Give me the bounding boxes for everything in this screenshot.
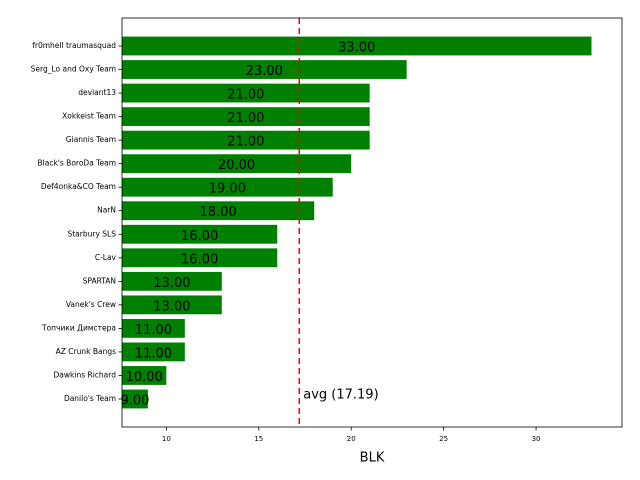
y-tick-label: Dawkins Richard <box>54 370 117 379</box>
bar <box>122 130 370 150</box>
bar <box>122 201 315 221</box>
value-label: 20.00 <box>218 158 255 173</box>
bar <box>122 248 278 268</box>
avg-label: avg (17.19) <box>303 388 378 403</box>
bar <box>122 107 370 127</box>
y-tick-label: SPARTAN <box>83 276 116 285</box>
x-tick-label: 15 <box>254 435 263 443</box>
value-label: 13.00 <box>153 276 190 291</box>
value-label: 13.00 <box>153 299 190 314</box>
y-tick-label: Giannis Team <box>66 135 116 144</box>
value-label: 10.00 <box>126 370 163 385</box>
bar <box>122 271 222 291</box>
y-tick-label: Топчики Димстера <box>41 323 116 332</box>
bar <box>122 83 370 103</box>
value-label: 11.00 <box>135 323 172 338</box>
value-label: 16.00 <box>181 252 218 267</box>
value-label: 18.00 <box>200 205 237 220</box>
x-tick-label: 20 <box>347 435 356 443</box>
value-label: 23.00 <box>246 64 283 79</box>
value-label: 33.00 <box>338 41 375 56</box>
x-tick-label: 25 <box>439 435 448 443</box>
value-label: 9.00 <box>120 394 149 409</box>
value-label: 21.00 <box>227 111 264 126</box>
value-label: 19.00 <box>209 182 246 197</box>
y-tick-label: deviant13 <box>78 88 116 97</box>
y-tick-label: Black's BoroDa Team <box>38 159 116 168</box>
bar <box>122 60 407 79</box>
bar <box>122 318 185 338</box>
y-tick-label: Danilo's Team <box>64 394 116 403</box>
bar <box>122 177 333 197</box>
y-tick-label: Xokkeist Team <box>62 112 116 121</box>
value-label: 16.00 <box>181 229 218 244</box>
y-tick-label: Starbury SLS <box>67 229 116 238</box>
bar <box>122 36 592 56</box>
x-tick-label: 10 <box>162 435 171 443</box>
y-tick-label: NarN <box>97 206 116 215</box>
bar <box>122 154 352 174</box>
y-tick-label: Serg_Lo and Oxy Team <box>31 65 116 74</box>
bar <box>122 224 278 244</box>
y-tick-label: C-Lav <box>95 253 117 262</box>
bar <box>122 295 222 315</box>
value-label: 11.00 <box>135 346 172 361</box>
value-label: 21.00 <box>227 88 264 103</box>
bar <box>122 389 148 409</box>
bar <box>122 342 185 362</box>
x-axis-label: BLK <box>360 451 385 466</box>
y-tick-label: Def4onka&CO Team <box>41 182 116 191</box>
x-tick-label: 30 <box>532 435 541 443</box>
bar <box>122 366 167 385</box>
y-tick-label: Vanek's Crew <box>66 300 116 309</box>
value-label: 21.00 <box>227 135 264 150</box>
y-tick-label: AZ Crunk Bangs <box>56 347 116 356</box>
plot-frame <box>121 17 623 428</box>
y-tick-label: fr0mhell traumasquad <box>32 41 116 50</box>
